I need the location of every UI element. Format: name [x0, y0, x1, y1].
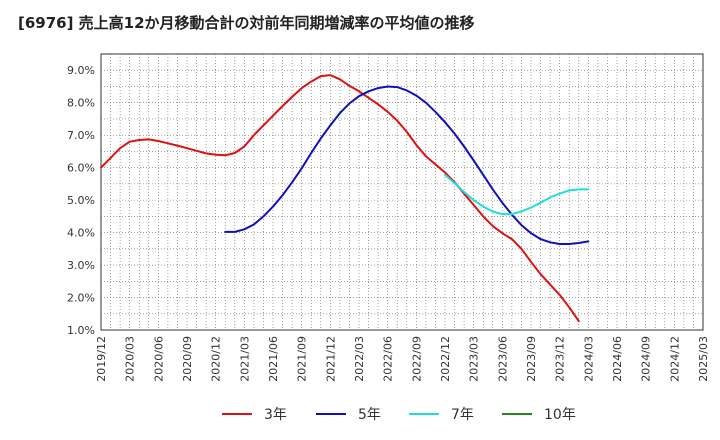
y-tick-label: 5.0% — [67, 194, 95, 207]
chart-title: [6976] 売上高12か月移動合計の対前年同期増減率の平均値の推移 — [18, 14, 475, 32]
series-line-5年 — [224, 85, 590, 245]
grid-lines — [101, 54, 703, 330]
x-tick-label: 2024/12 — [668, 336, 681, 382]
x-tick-label: 2023/06 — [496, 336, 509, 382]
x-tick-label: 2024/06 — [611, 336, 624, 382]
x-tick-label: 2021/06 — [267, 336, 280, 382]
legend-label: 3年 — [264, 407, 287, 423]
y-tick-label: 2.0% — [67, 292, 95, 305]
x-tick-label: 2025/03 — [697, 336, 710, 382]
x-tick-label: 2022/03 — [353, 336, 366, 382]
legend-label: 5年 — [358, 407, 381, 423]
plot-area — [100, 53, 704, 331]
x-tick-label: 2022/09 — [410, 336, 423, 382]
series-line-7年 — [444, 173, 590, 216]
y-tick-label: 9.0% — [67, 64, 95, 77]
x-tick-label: 2024/09 — [640, 336, 653, 382]
y-tick-label: 1.0% — [67, 324, 95, 337]
x-axis-ticks: 2019/12 2020/03 2020/06 2020/09 2020/12 2021/… — [95, 336, 710, 382]
legend-label: 7年 — [451, 407, 474, 423]
x-tick-label: 2021/03 — [238, 336, 251, 382]
x-tick-label: 2021/12 — [324, 336, 337, 382]
x-tick-label: 2020/06 — [152, 336, 165, 382]
y-tick-label: 4.0% — [67, 227, 95, 240]
x-tick-label: 2020/03 — [124, 336, 137, 382]
x-tick-label: 2023/03 — [468, 336, 481, 382]
x-tick-label: 2022/06 — [382, 336, 395, 382]
x-tick-label: 2020/12 — [210, 336, 223, 382]
x-tick-label: 2021/09 — [296, 336, 309, 382]
y-tick-label: 3.0% — [67, 259, 95, 272]
series-line-3年 — [100, 74, 580, 323]
x-tick-label: 2024/03 — [582, 336, 595, 382]
legend-label: 10年 — [544, 407, 576, 423]
x-tick-label: 2022/12 — [439, 336, 452, 382]
x-tick-label: 2023/12 — [554, 336, 567, 382]
x-tick-label: 2023/09 — [525, 336, 538, 382]
x-tick-label: 2020/09 — [181, 336, 194, 382]
legend: 3年 5年 7年 10年 — [222, 407, 576, 423]
y-axis-ticks: 1.0% 2.0% 3.0% 4.0% 5.0% 6.0% 7.0% 8.0% 9.0% — [67, 64, 95, 337]
x-tick-label: 2019/12 — [95, 336, 108, 382]
y-tick-label: 7.0% — [67, 129, 95, 142]
series-lines — [100, 74, 590, 323]
y-tick-label: 8.0% — [67, 97, 95, 110]
y-tick-label: 6.0% — [67, 162, 95, 175]
